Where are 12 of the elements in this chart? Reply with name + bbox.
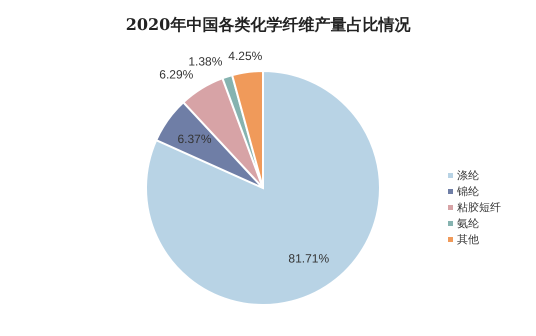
data-label: 4.25% xyxy=(228,49,263,64)
legend-label: 涤纶 xyxy=(457,169,479,182)
data-label: 6.37% xyxy=(178,132,212,146)
legend-label: 氨纶 xyxy=(457,217,479,230)
chart-title: 2020年中国各类化学纤维产量占比情况 xyxy=(126,15,412,34)
legend-label: 其他 xyxy=(457,233,479,246)
legend-label: 粘胶短纤 xyxy=(457,201,501,214)
legend-label: 锦纶 xyxy=(456,185,479,198)
data-label: 6.29% xyxy=(159,68,194,82)
pie-slice xyxy=(145,70,381,306)
data-label: 81.71% xyxy=(288,252,330,266)
data-label: 1.38% xyxy=(188,54,223,68)
